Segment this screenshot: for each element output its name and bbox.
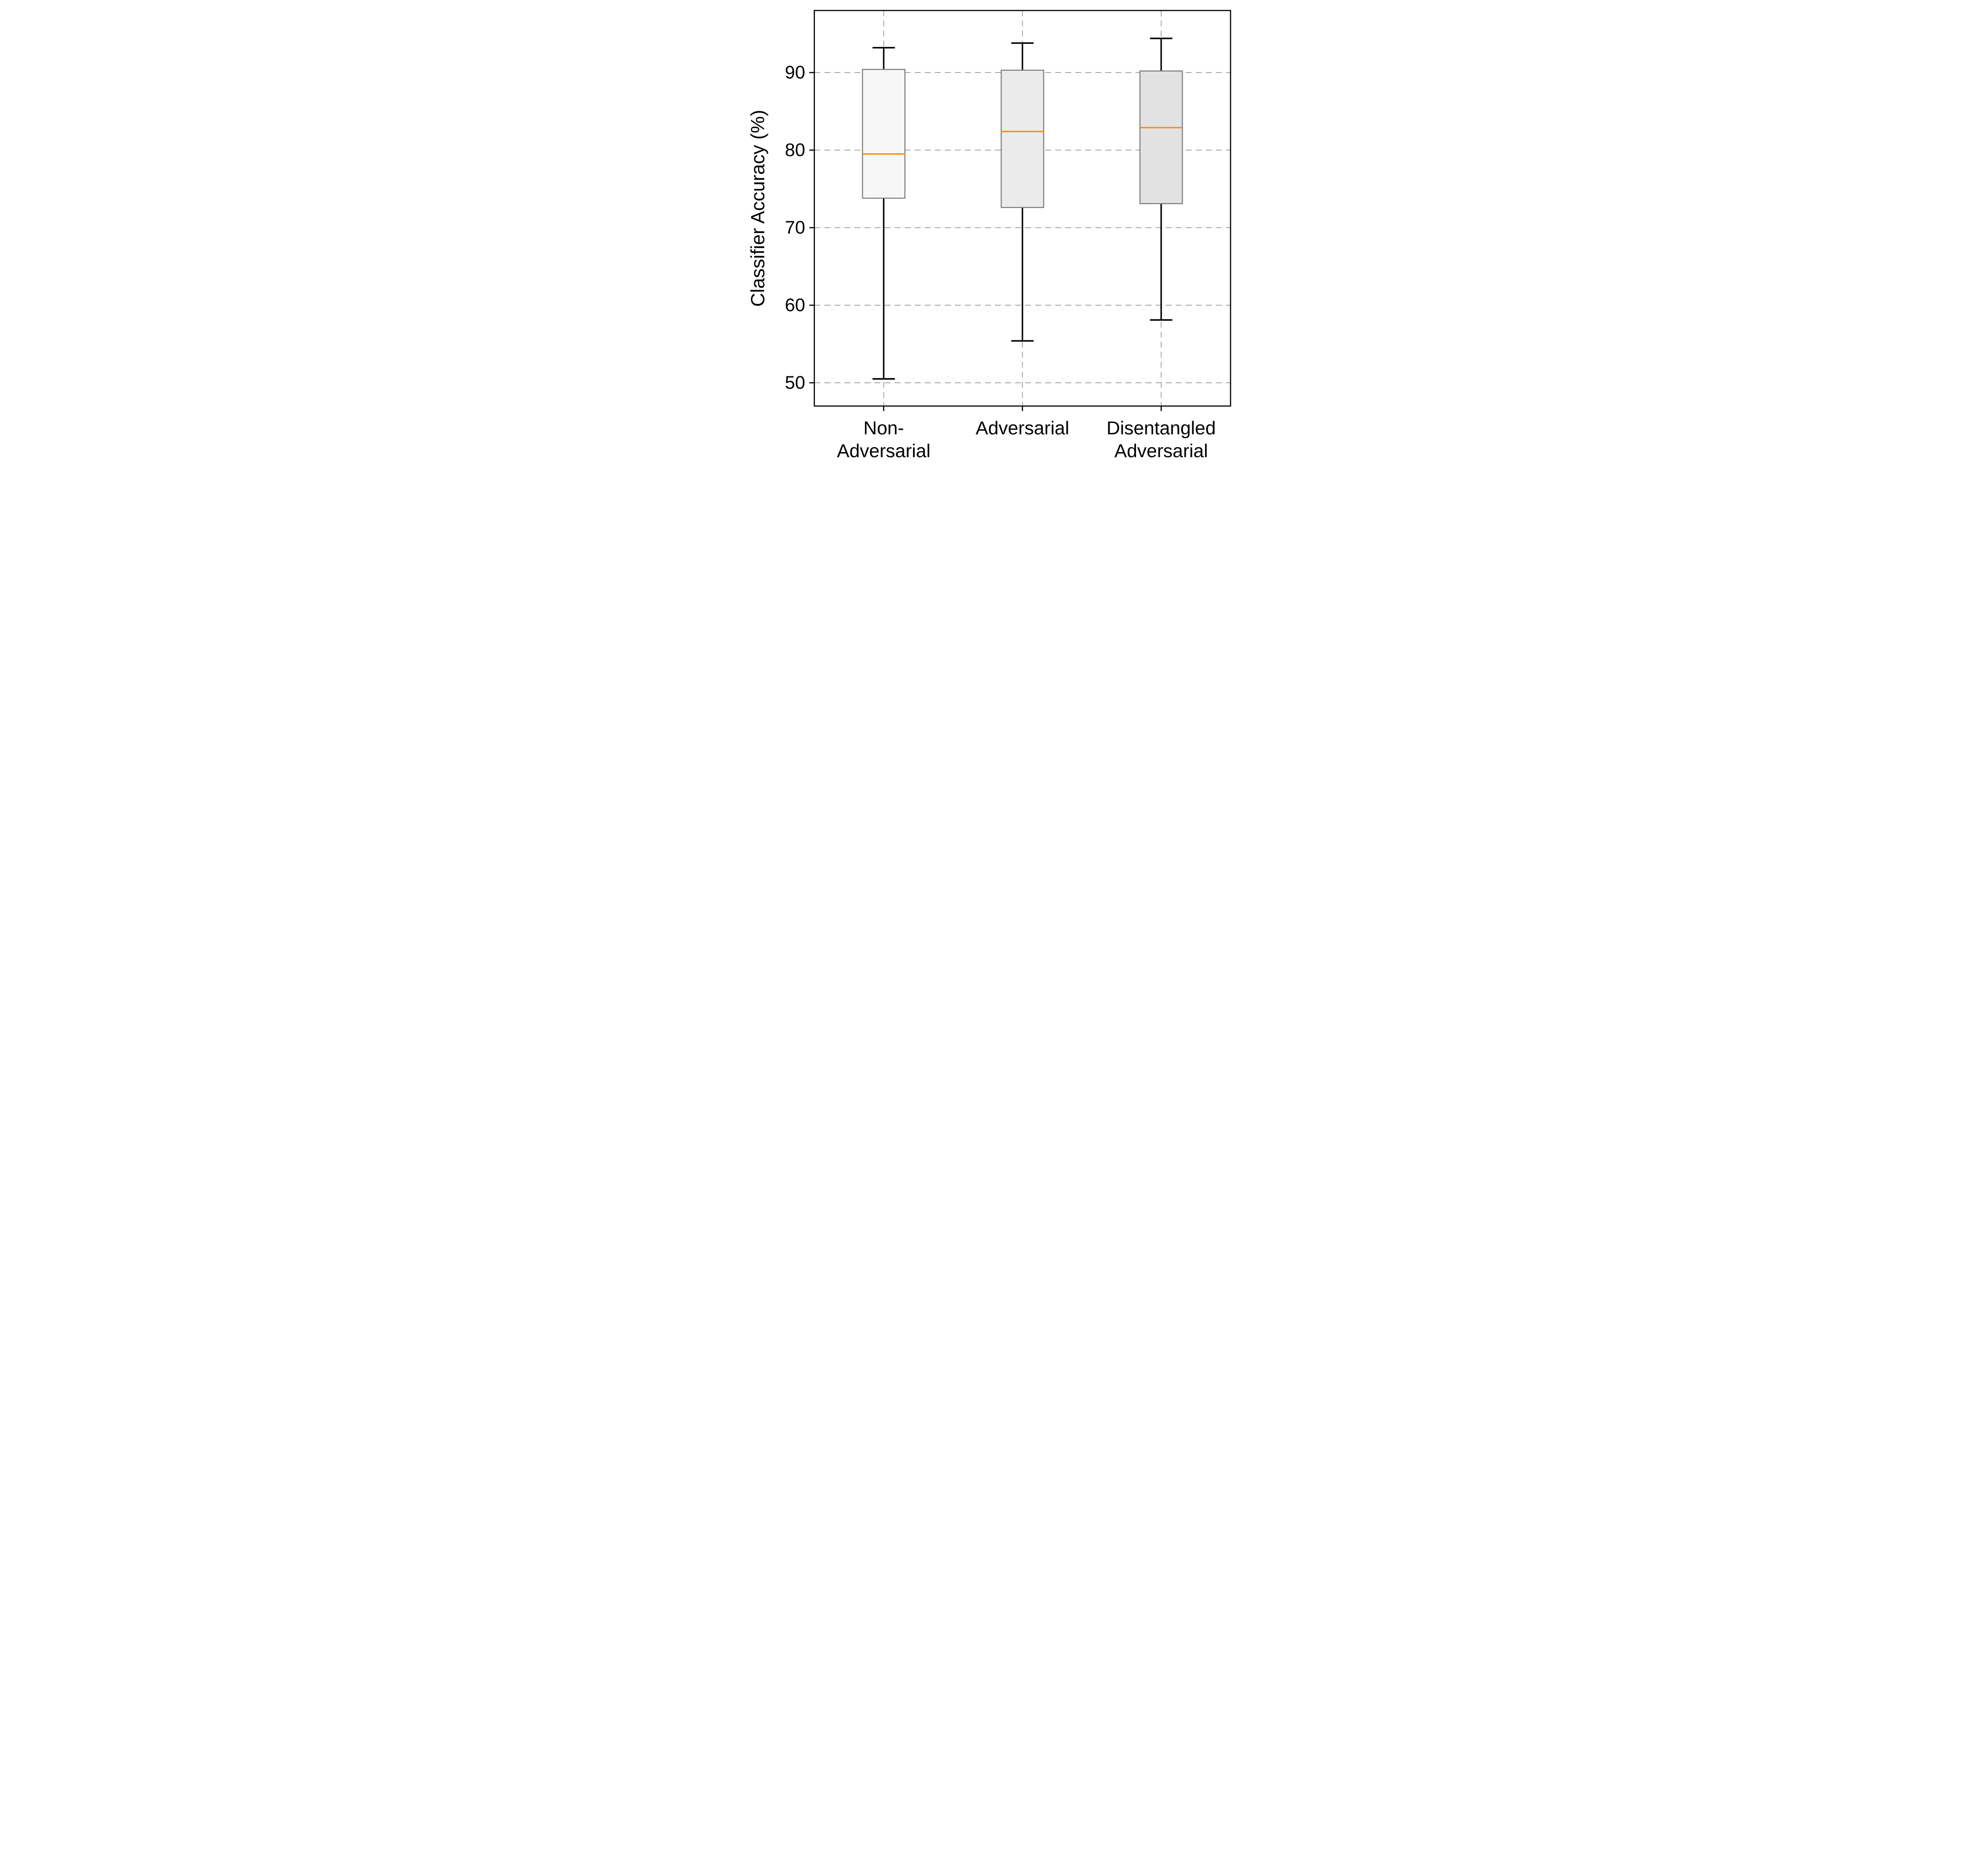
box-iqr bbox=[1001, 69, 1044, 208]
box-iqr bbox=[862, 69, 906, 199]
x-category-label: Disentangled Adversarial bbox=[1106, 417, 1215, 461]
x-category-label: Non-Adversarial bbox=[837, 417, 930, 461]
y-tick-label: 50 bbox=[785, 373, 805, 393]
y-tick-label: 60 bbox=[785, 295, 805, 315]
y-axis-label: Classifier Accuracy (%) bbox=[747, 110, 768, 307]
x-category-label: Adversarial bbox=[975, 417, 1069, 438]
y-tick-label: 90 bbox=[785, 63, 805, 83]
boxplot-canvas: 50 60 70 80 90 Non-Adversarial Adversarial Dise… bbox=[747, 10, 1231, 461]
box-iqr bbox=[1139, 70, 1183, 204]
plot-border bbox=[814, 10, 1231, 407]
boxplot-figure: 50 60 70 80 90 Non-Adversarial Adversarial Dise… bbox=[743, 0, 1239, 469]
y-tick-label: 70 bbox=[785, 218, 805, 238]
y-tick-label: 80 bbox=[785, 140, 805, 160]
